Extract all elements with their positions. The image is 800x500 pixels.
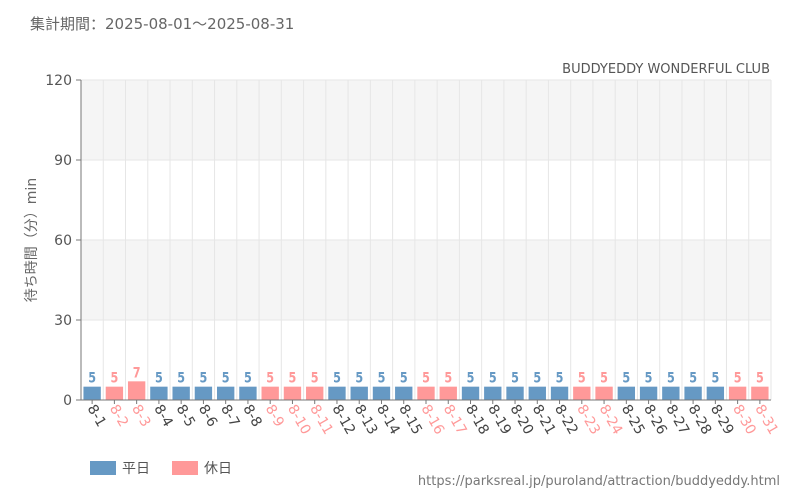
bar-8-8 bbox=[239, 386, 257, 400]
bar-value-label: 5 bbox=[467, 369, 475, 386]
x-tick-labels: 8-18-28-38-48-58-68-78-88-98-108-118-128… bbox=[84, 402, 781, 438]
bar-value-label: 5 bbox=[511, 369, 519, 386]
bar-8-3 bbox=[127, 381, 146, 400]
bar-value-label: 5 bbox=[422, 369, 430, 386]
legend-label-weekday: 平日 bbox=[122, 461, 150, 477]
bar-value-label: 5 bbox=[489, 369, 497, 386]
bar-value-label: 7 bbox=[133, 364, 141, 381]
bar-8-19 bbox=[484, 386, 502, 400]
bar-8-21 bbox=[528, 386, 546, 400]
legend-swatch-weekday bbox=[90, 461, 116, 475]
bar-8-23 bbox=[573, 386, 591, 400]
bar-8-22 bbox=[550, 386, 569, 400]
bar-value-label: 5 bbox=[444, 369, 452, 386]
plot-bands bbox=[81, 80, 771, 320]
x-tick-label: 8-8 bbox=[239, 402, 264, 430]
bar-value-label: 5 bbox=[222, 369, 230, 386]
bar-8-26 bbox=[639, 386, 658, 400]
legend-item-holiday[interactable]: 休日 bbox=[172, 458, 232, 478]
bar-8-12 bbox=[328, 386, 346, 400]
bar-value-label: 5 bbox=[110, 369, 118, 386]
bar-series bbox=[83, 381, 769, 400]
y-axis-label: 待ち時間（分）min bbox=[24, 178, 40, 302]
x-tick-label: 8-3 bbox=[128, 402, 153, 430]
bar-value-label: 5 bbox=[289, 369, 297, 386]
bar-8-28 bbox=[684, 386, 702, 400]
bar-value-label: 5 bbox=[711, 369, 719, 386]
bar-value-label: 5 bbox=[88, 369, 96, 386]
bar-value-label: 5 bbox=[689, 369, 697, 386]
bar-value-label: 5 bbox=[355, 369, 363, 386]
x-tick-label: 8-6 bbox=[195, 402, 220, 430]
bar-value-label: 5 bbox=[311, 369, 319, 386]
bar-value-label: 5 bbox=[756, 369, 764, 386]
bar-8-7 bbox=[216, 386, 235, 400]
bar-8-20 bbox=[506, 386, 524, 400]
bar-8-31 bbox=[751, 386, 769, 400]
bar-value-label: 5 bbox=[622, 369, 630, 386]
bar-value-label: 5 bbox=[333, 369, 341, 386]
bar-8-29 bbox=[706, 386, 725, 400]
bar-8-16 bbox=[417, 386, 435, 400]
plot-band bbox=[81, 80, 771, 160]
y-tick-labels: 0 30 60 90 120 bbox=[45, 73, 72, 409]
x-tick-label: 8-2 bbox=[106, 402, 131, 430]
legend-swatch-holiday bbox=[172, 461, 198, 475]
bar-value-label: 5 bbox=[200, 369, 208, 386]
plot-grid bbox=[80, 79, 772, 401]
chart-title: BUDDYEDDY WONDERFUL CLUB bbox=[562, 62, 770, 77]
bar-8-17 bbox=[439, 386, 457, 400]
bar-8-27 bbox=[662, 386, 680, 400]
bar-value-label: 5 bbox=[533, 369, 541, 386]
y-tick-label: 90 bbox=[54, 153, 72, 169]
x-tick-label: 8-9 bbox=[262, 402, 287, 430]
x-tick-label: 8-5 bbox=[173, 402, 198, 430]
bar-value-label: 5 bbox=[734, 369, 742, 386]
y-tick-label: 120 bbox=[45, 73, 72, 89]
plot-band bbox=[81, 240, 771, 320]
bar-8-18 bbox=[461, 386, 480, 400]
bar-8-25 bbox=[617, 386, 636, 400]
y-tick-label: 30 bbox=[54, 313, 72, 329]
y-tick-label: 60 bbox=[54, 233, 72, 249]
bar-8-4 bbox=[150, 386, 168, 400]
bar-8-5 bbox=[172, 386, 190, 400]
bar-value-label: 5 bbox=[378, 369, 386, 386]
x-tick-label: 8-1 bbox=[84, 402, 109, 430]
bar-value-label: 5 bbox=[177, 369, 185, 386]
bar-value-label: 5 bbox=[600, 369, 608, 386]
bar-value-label: 5 bbox=[400, 369, 408, 386]
bar-8-2 bbox=[105, 386, 124, 400]
x-tick-label: 8-7 bbox=[217, 402, 242, 430]
bar-8-9 bbox=[261, 386, 279, 400]
bar-8-10 bbox=[283, 386, 302, 400]
legend-item-weekday[interactable]: 平日 bbox=[90, 458, 150, 478]
bar-value-label: 5 bbox=[645, 369, 653, 386]
bar-8-14 bbox=[372, 386, 391, 400]
bar-value-label: 5 bbox=[667, 369, 675, 386]
x-tick-label: 8-31 bbox=[751, 402, 781, 438]
bar-value-label: 5 bbox=[244, 369, 252, 386]
bar-8-6 bbox=[194, 386, 213, 400]
bar-8-15 bbox=[395, 386, 413, 400]
collection-period: 集計期間：2025-08-01～2025-08-31 bbox=[30, 15, 295, 33]
bar-value-label: 5 bbox=[556, 369, 564, 386]
bar-value-label: 5 bbox=[578, 369, 586, 386]
bar-8-11 bbox=[306, 386, 324, 400]
x-tick-label: 8-4 bbox=[150, 402, 175, 430]
bar-8-30 bbox=[728, 386, 747, 400]
bar-8-1 bbox=[83, 386, 101, 400]
y-tick-label: 0 bbox=[63, 393, 72, 409]
bar-value-label: 5 bbox=[155, 369, 163, 386]
bar-8-13 bbox=[350, 386, 368, 400]
plot-axes bbox=[76, 79, 771, 404]
chart-legend: 平日 休日 bbox=[90, 458, 232, 478]
bar-value-label: 5 bbox=[266, 369, 274, 386]
bar-8-24 bbox=[595, 386, 613, 400]
legend-label-holiday: 休日 bbox=[204, 461, 232, 477]
source-url[interactable]: https://parksreal.jp/puroland/attraction… bbox=[417, 474, 780, 489]
